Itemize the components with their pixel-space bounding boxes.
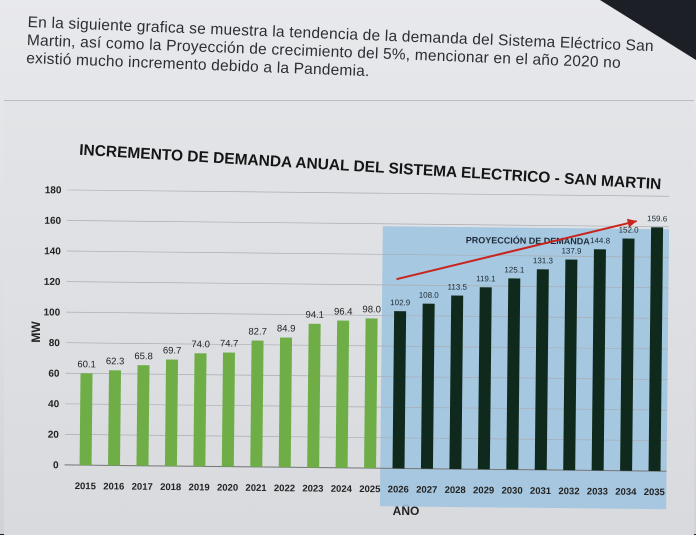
x-tick-label: 2027 bbox=[416, 485, 437, 496]
y-tick-label: 140 bbox=[44, 246, 61, 257]
x-tick-label: 2031 bbox=[530, 486, 552, 497]
x-tick-label: 2024 bbox=[331, 484, 353, 495]
historic-bar bbox=[136, 365, 150, 466]
historic-bar bbox=[193, 353, 207, 467]
gridline bbox=[67, 220, 670, 228]
projection-bar bbox=[563, 259, 578, 471]
x-tick-label: 2015 bbox=[75, 481, 97, 492]
data-label: 74.7 bbox=[220, 338, 239, 349]
data-label: 119.1 bbox=[476, 274, 496, 283]
y-tick-label: 120 bbox=[44, 277, 61, 288]
x-tick-label: 2016 bbox=[103, 481, 124, 492]
y-tick-label: 40 bbox=[48, 399, 60, 410]
data-label: 62.3 bbox=[106, 356, 125, 367]
x-tick-label: 2035 bbox=[644, 487, 666, 498]
projection-bar bbox=[591, 249, 606, 471]
data-label: 98.0 bbox=[362, 304, 381, 315]
y-tick-label: 180 bbox=[45, 185, 62, 196]
x-tick-label: 2033 bbox=[587, 486, 608, 497]
data-label: 108.0 bbox=[419, 291, 440, 300]
data-label: 84.9 bbox=[277, 323, 296, 334]
y-axis-label: MW bbox=[29, 321, 43, 343]
projection-bar bbox=[477, 287, 492, 470]
projection-bar bbox=[648, 227, 664, 472]
data-label: 69.7 bbox=[163, 345, 182, 356]
x-tick-label: 2020 bbox=[217, 483, 238, 494]
projection-bar bbox=[506, 278, 521, 470]
chart-title: INCREMENTO DE DEMANDA ANUAL DEL SISTEMA … bbox=[79, 142, 662, 194]
historic-bar bbox=[164, 359, 179, 467]
data-label: 137.9 bbox=[561, 246, 582, 255]
historic-bar bbox=[364, 318, 378, 469]
projection-bar bbox=[620, 238, 635, 471]
data-label: 144.8 bbox=[590, 236, 611, 245]
x-tick-label: 2030 bbox=[501, 485, 522, 496]
x-axis-label: AÑO bbox=[393, 503, 420, 518]
data-label: 159.6 bbox=[647, 214, 668, 223]
x-tick-label: 2019 bbox=[189, 482, 210, 493]
gridline bbox=[67, 189, 670, 197]
x-tick-label: 2034 bbox=[615, 487, 637, 498]
data-label: 74.0 bbox=[191, 339, 210, 350]
x-tick-label: 2017 bbox=[132, 482, 153, 493]
historic-bar bbox=[278, 337, 293, 468]
historic-bar bbox=[250, 340, 264, 467]
data-label: 102.9 bbox=[390, 298, 411, 307]
x-tick-label: 2018 bbox=[160, 482, 181, 493]
x-tick-label: 2032 bbox=[558, 486, 579, 497]
data-label: 60.1 bbox=[77, 359, 96, 370]
y-tick-label: 60 bbox=[48, 369, 60, 380]
x-tick-label: 2028 bbox=[445, 485, 466, 496]
data-label: 125.1 bbox=[504, 265, 525, 274]
plot-area: PROYECCIÓN DE DEMANDA 0 20 40 60 80 100 120 140 1… bbox=[43, 185, 670, 510]
y-tick-label: 160 bbox=[44, 216, 61, 227]
projection-bar bbox=[449, 295, 464, 470]
y-tick-label: 100 bbox=[43, 307, 60, 318]
y-tick-label: 0 bbox=[53, 460, 59, 471]
data-label: 113.5 bbox=[448, 283, 468, 292]
data-label: 152.0 bbox=[619, 225, 640, 234]
historic-bar bbox=[221, 352, 236, 467]
data-label: 96.4 bbox=[334, 306, 353, 317]
data-label: 94.1 bbox=[305, 310, 324, 321]
historic-bar bbox=[335, 320, 350, 468]
data-label: 131.3 bbox=[533, 256, 554, 265]
projection-bar bbox=[392, 311, 407, 469]
x-tick-label: 2021 bbox=[245, 483, 267, 494]
x-tick-label: 2023 bbox=[302, 483, 323, 494]
projection-region-label: PROYECCIÓN DE DEMANDA bbox=[466, 234, 591, 246]
x-tick-label: 2022 bbox=[274, 483, 295, 494]
historic-bar bbox=[307, 323, 321, 468]
y-tick-label: 20 bbox=[48, 430, 60, 441]
x-tick-label: 2029 bbox=[473, 485, 494, 496]
x-tick-label: 2026 bbox=[388, 484, 409, 495]
data-label: 65.8 bbox=[134, 351, 153, 362]
historic-bar bbox=[79, 373, 93, 466]
trend-arrow-line bbox=[396, 220, 637, 281]
projection-bar bbox=[534, 269, 549, 470]
projection-bar bbox=[420, 303, 435, 469]
data-label: 82.7 bbox=[248, 326, 267, 337]
y-tick-label: 80 bbox=[49, 338, 61, 349]
x-tick-label: 2025 bbox=[359, 484, 381, 495]
trend-arrow-head bbox=[626, 218, 637, 228]
historic-bar bbox=[108, 370, 122, 466]
gridline bbox=[66, 250, 669, 258]
